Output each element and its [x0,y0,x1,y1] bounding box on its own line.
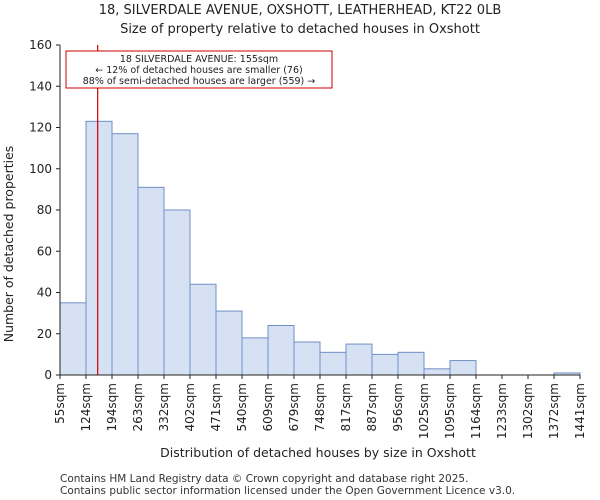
x-tick-label: 956sqm [391,383,405,431]
histogram-bar [319,351,347,376]
footer-line-1: Contains HM Land Registry data © Crown c… [60,473,468,485]
y-tick-label: 40 [37,286,52,300]
x-tick-label: 540sqm [235,383,249,431]
histogram-bar [189,283,217,376]
x-tick-label: 1025sqm [417,383,431,439]
histogram-bar [59,302,87,376]
y-tick-label: 60 [37,244,52,258]
histogram-bar [215,310,243,376]
histogram-bar [137,186,165,376]
histogram-bar [241,337,269,376]
histogram-bar [85,120,113,376]
y-tick-label: 100 [29,162,52,176]
y-tick-label: 20 [37,327,52,341]
y-tick-label: 140 [29,79,52,93]
histogram-bar [449,360,477,376]
histogram-bar [267,325,295,376]
annotation-border [65,50,333,89]
y-axis-label: Number of detached properties [1,146,16,343]
x-tick-label: 887sqm [365,383,379,431]
x-tick-label: 55sqm [53,383,67,424]
x-tick-label: 817sqm [339,383,353,431]
y-tick-label: 120 [29,121,52,135]
y-tick-label: 0 [44,368,52,382]
x-tick-label: 1441sqm [573,383,587,439]
x-tick-label: 402sqm [183,383,197,431]
histogram-bar [111,133,139,376]
x-tick-label: 471sqm [209,383,223,431]
x-tick-label: 1233sqm [495,383,509,439]
chart-subtitle: Size of property relative to detached ho… [120,22,480,37]
x-tick-label: 194sqm [105,383,119,431]
x-tick-label: 263sqm [131,383,145,431]
annotation-line-2: ← 12% of detached houses are smaller (76… [95,65,302,76]
footer-line-2: Contains public sector information licen… [60,485,515,497]
x-tick-label: 332sqm [157,383,171,431]
annotation-box: 18 SILVERDALE AVENUE: 155sqm ← 12% of de… [65,50,333,89]
histogram-bar [163,209,191,376]
histogram-bar [293,341,321,376]
y-tick-label: 160 [29,38,52,52]
histogram-bar [397,351,425,376]
y-tick-label: 80 [37,203,52,217]
x-axis-ticks: 55sqm 124sqm 194sqm 263sqm 332sqm 402sqm 471sq… [53,375,587,439]
x-axis-label: Distribution of detached houses by size … [160,445,476,460]
x-tick-label: 748sqm [313,383,327,431]
annotation-line-1: 18 SILVERDALE AVENUE: 155sqm [120,54,278,65]
histogram-bar [371,353,399,376]
x-tick-label: 1372sqm [547,383,561,439]
x-tick-label: 124sqm [79,383,93,431]
annotation-line-3: 88% of semi-detached houses are larger (… [83,76,316,87]
x-tick-label: 1095sqm [443,383,457,439]
chart-title: 18, SILVERDALE AVENUE, OXSHOTT, LEATHERH… [99,3,502,18]
histogram-bar [345,343,373,376]
y-axis-ticks: 0 20 40 60 80 100 120 140 160 [29,38,60,382]
histogram-bar [423,368,451,376]
x-tick-label: 679sqm [287,383,301,431]
x-tick-label: 1302sqm [521,383,535,439]
bars-group [59,45,581,376]
x-tick-label: 1164sqm [469,383,483,439]
x-tick-label: 609sqm [261,383,275,431]
